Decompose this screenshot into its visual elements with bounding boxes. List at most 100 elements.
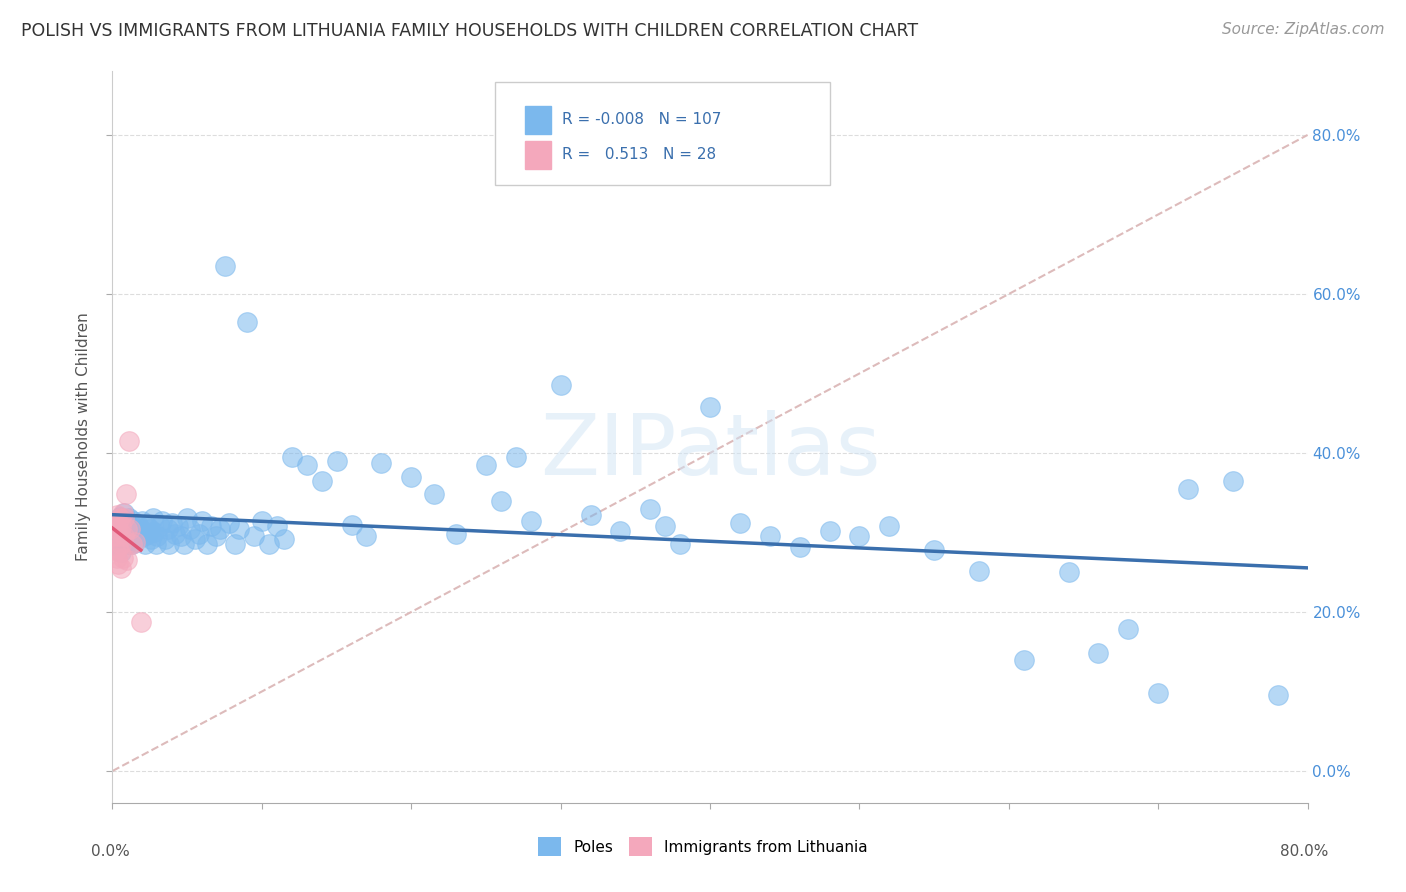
Point: [1147, 686, 1170, 700]
Point: [117, 521, 139, 535]
Point: [128, 527, 150, 541]
Point: [273, 532, 295, 546]
Point: [200, 519, 222, 533]
Point: [129, 521, 152, 535]
Point: [250, 514, 273, 528]
Point: [224, 537, 246, 551]
Text: R =   0.513   N = 28: R = 0.513 N = 28: [562, 147, 716, 162]
Point: [1222, 474, 1244, 488]
Point: [105, 521, 128, 535]
Point: [728, 516, 751, 530]
Point: [145, 537, 167, 551]
Point: [134, 537, 156, 551]
Point: [124, 535, 146, 549]
Point: [669, 537, 692, 551]
Point: [179, 521, 201, 535]
Point: [105, 508, 128, 522]
Point: [121, 537, 143, 551]
Point: [132, 529, 155, 543]
Point: [104, 543, 127, 558]
Point: [108, 509, 131, 524]
Point: [122, 514, 145, 528]
Point: [173, 537, 195, 551]
Point: [107, 537, 129, 551]
Point: [114, 529, 135, 543]
Point: [153, 532, 176, 546]
Point: [401, 470, 423, 484]
Point: [609, 524, 631, 538]
Point: [156, 521, 179, 535]
Point: [266, 519, 288, 533]
FancyBboxPatch shape: [495, 82, 830, 185]
Point: [124, 535, 146, 549]
Point: [214, 259, 236, 273]
Point: [475, 458, 498, 472]
Point: [118, 511, 141, 525]
Point: [879, 519, 901, 533]
Point: [176, 511, 198, 525]
Point: [107, 558, 129, 572]
Point: [149, 519, 172, 533]
Point: [157, 537, 180, 551]
Point: [114, 529, 135, 543]
Point: [759, 529, 782, 543]
Point: [108, 525, 131, 540]
Point: [120, 519, 142, 533]
Point: [138, 527, 160, 541]
Point: [1087, 646, 1109, 660]
Point: [105, 517, 128, 532]
Point: [111, 506, 134, 520]
Point: [922, 543, 945, 558]
Point: [204, 529, 226, 543]
Point: [550, 378, 572, 392]
Point: [444, 527, 467, 541]
Point: [117, 525, 139, 540]
FancyBboxPatch shape: [524, 141, 551, 169]
Point: [489, 493, 512, 508]
Point: [654, 519, 676, 533]
Legend: Poles, Immigrants from Lithuania: Poles, Immigrants from Lithuania: [533, 831, 873, 862]
Point: [105, 550, 128, 565]
Point: [129, 615, 152, 629]
Point: [340, 517, 363, 532]
Point: [124, 521, 146, 535]
Point: [236, 315, 259, 329]
Point: [295, 458, 318, 472]
Point: [110, 519, 132, 533]
Point: [120, 521, 142, 535]
Point: [422, 487, 444, 501]
Point: [107, 541, 129, 556]
Point: [117, 516, 139, 530]
Point: [131, 514, 153, 528]
Point: [1012, 653, 1035, 667]
Point: [120, 532, 142, 546]
Point: [228, 521, 250, 535]
Point: [127, 517, 149, 532]
Point: [125, 529, 148, 543]
Point: [135, 519, 157, 533]
Point: [1118, 623, 1140, 637]
Point: [259, 537, 281, 551]
Point: [967, 564, 990, 578]
Point: [108, 545, 131, 559]
Point: [699, 400, 721, 414]
Point: [146, 529, 169, 543]
Point: [103, 529, 125, 543]
Point: [111, 521, 134, 535]
Point: [118, 527, 141, 541]
Point: [640, 501, 662, 516]
Point: [115, 535, 138, 549]
Point: [818, 524, 841, 538]
Text: ZIPatlas: ZIPatlas: [540, 410, 880, 493]
Point: [139, 521, 162, 535]
Point: [370, 456, 392, 470]
Point: [281, 450, 304, 464]
Point: [104, 517, 127, 532]
Point: [183, 532, 205, 546]
Point: [165, 527, 187, 541]
Point: [111, 514, 134, 528]
Point: [118, 434, 141, 448]
Point: [789, 540, 811, 554]
Point: [107, 529, 129, 543]
Point: [117, 537, 139, 551]
